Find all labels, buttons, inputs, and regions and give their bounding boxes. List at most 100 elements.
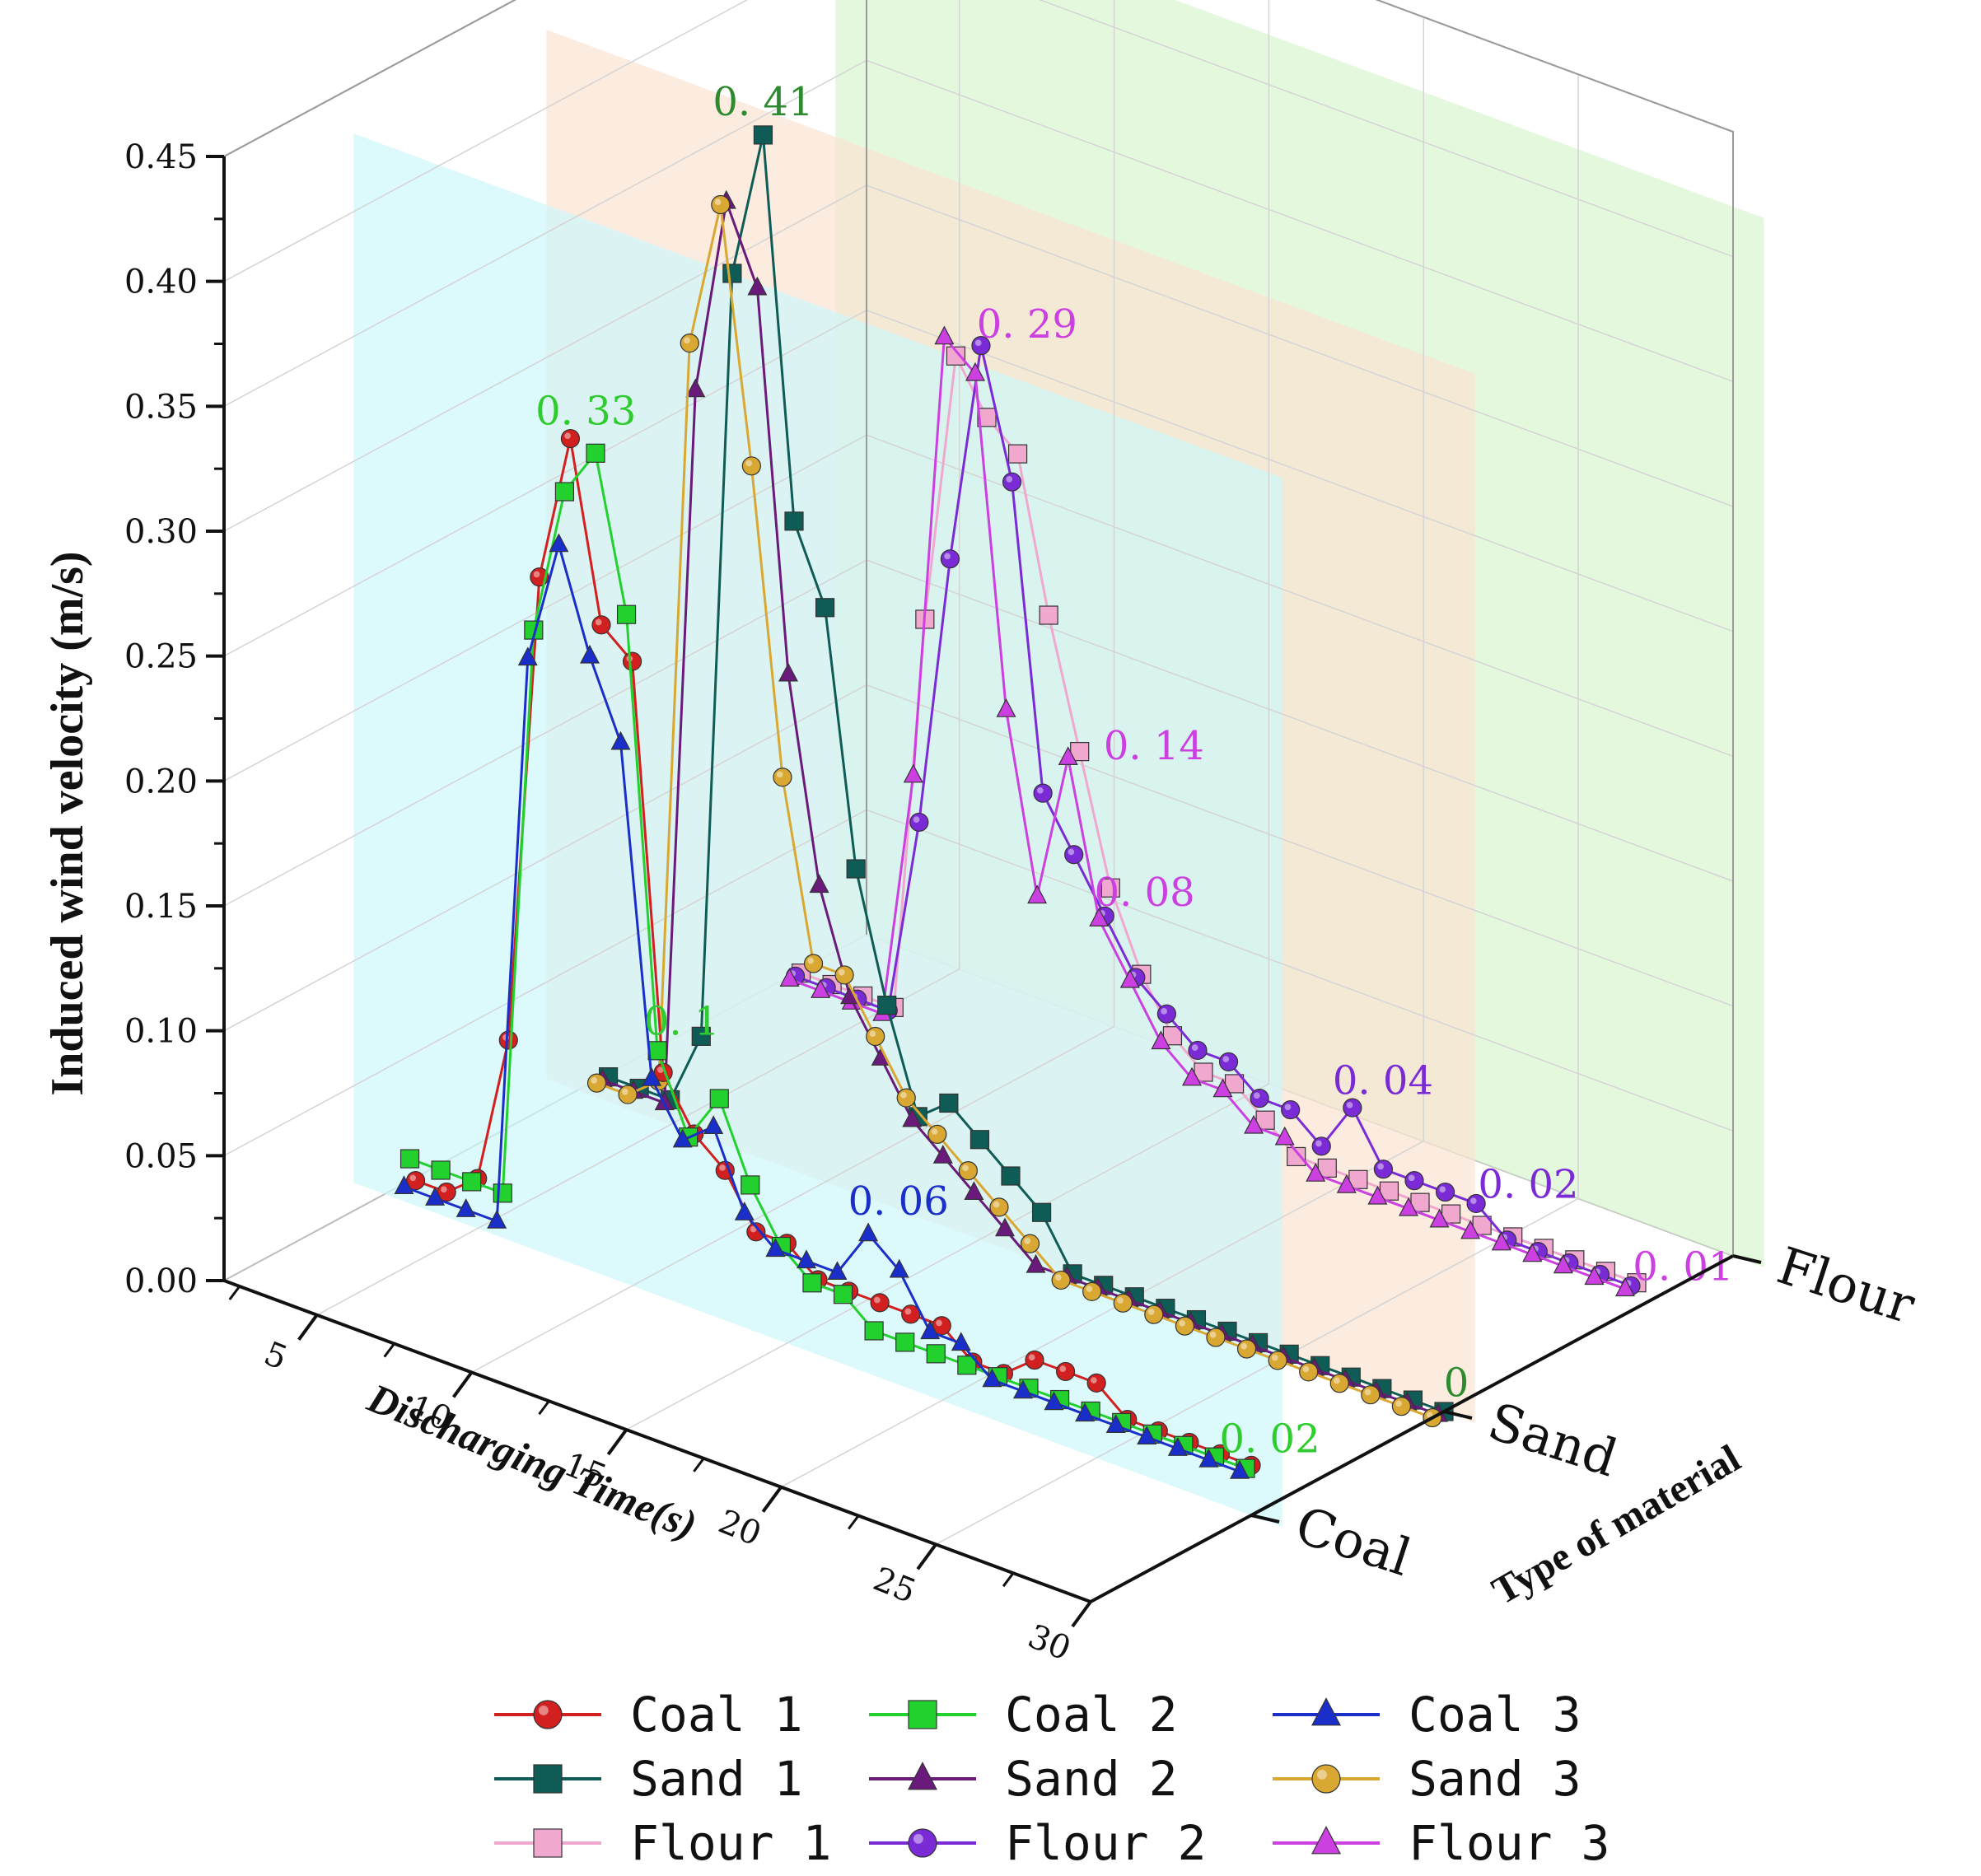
- data-point-shine: [750, 1225, 757, 1233]
- legend-item: Sand 2: [869, 1751, 1178, 1807]
- y-tick-label: 0.40: [124, 264, 198, 301]
- data-point-shine: [1059, 1365, 1067, 1372]
- data-point: [989, 1197, 1009, 1217]
- data-point: [1119, 968, 1140, 988]
- data-point: [554, 482, 575, 502]
- y-axis-title: Induced wind velocity (m/s): [42, 551, 93, 1095]
- data-point: [1218, 1052, 1239, 1071]
- annotation-label: 0. 29: [977, 301, 1077, 348]
- data-point: [1343, 1098, 1362, 1118]
- series-sand-3: [586, 194, 1442, 1428]
- legend-marker: [533, 1700, 563, 1729]
- x-minor-tick: [383, 1342, 395, 1358]
- legend-label: Coal 1: [630, 1687, 803, 1743]
- data-point-shine: [1068, 848, 1075, 856]
- data-point: [940, 549, 960, 569]
- data-point: [394, 1175, 414, 1195]
- data-point: [827, 1261, 848, 1281]
- data-point-shine: [1253, 1092, 1260, 1099]
- data-point-shine: [944, 553, 951, 560]
- data-point: [951, 1332, 971, 1351]
- data-point: [753, 125, 773, 145]
- data-point: [1329, 1374, 1349, 1393]
- legend-label: Sand 1: [630, 1751, 803, 1807]
- z-tick: [1250, 1514, 1280, 1524]
- data-point: [1311, 1136, 1331, 1156]
- x-minor-tick: [848, 1514, 860, 1530]
- legend-marker: [908, 1828, 937, 1858]
- data-point: [846, 859, 866, 879]
- data-point: [1027, 884, 1048, 904]
- data-point: [927, 1124, 947, 1144]
- data-point: [1198, 1449, 1219, 1468]
- data-point: [1020, 1234, 1040, 1253]
- data-point: [425, 1187, 446, 1206]
- data-point: [431, 1160, 451, 1180]
- data-point-shine: [900, 1091, 907, 1099]
- data-point: [1244, 1114, 1264, 1134]
- series-line: [801, 352, 1638, 1285]
- data-point-shine: [807, 957, 815, 964]
- data-point: [909, 812, 929, 833]
- data-point-shine: [1439, 1186, 1446, 1193]
- data-point-shine: [1408, 1174, 1415, 1182]
- data-point: [1399, 1197, 1418, 1216]
- data-point: [1064, 845, 1084, 865]
- data-point: [969, 1130, 990, 1150]
- data-point: [1001, 1166, 1021, 1186]
- data-point-shine: [1006, 476, 1013, 483]
- data-point: [779, 968, 800, 987]
- data-point: [1031, 1202, 1052, 1222]
- legend-marker: [1311, 1697, 1341, 1726]
- data-point: [977, 408, 997, 427]
- y-tick-label: 0.10: [124, 1013, 198, 1051]
- annotation-label: 0. 1: [644, 998, 720, 1044]
- data-point: [580, 644, 600, 664]
- data-point: [877, 996, 897, 1015]
- data-point: [1615, 1277, 1635, 1297]
- data-point-shine: [1284, 1104, 1292, 1111]
- data-point-shine: [1036, 786, 1044, 794]
- series-line: [415, 438, 1252, 1467]
- series-line: [788, 334, 1626, 1290]
- data-point: [815, 598, 835, 618]
- data-point: [926, 1344, 946, 1364]
- legend-item: Coal 2: [869, 1687, 1178, 1743]
- legend-label: Coal 3: [1409, 1687, 1582, 1743]
- z-axis-title: Type of material: [1485, 1436, 1748, 1613]
- data-point: [399, 1149, 420, 1169]
- front-box-frame: [223, 0, 1734, 1256]
- data-point: [1144, 1304, 1164, 1324]
- data-point: [746, 1222, 766, 1242]
- legend-marker: [533, 1828, 563, 1858]
- series-line: [795, 345, 1632, 1287]
- data-point: [741, 456, 761, 476]
- data-point: [896, 1088, 916, 1108]
- data-point: [517, 646, 538, 666]
- data-point-shine: [621, 1088, 628, 1095]
- y-tick-label: 0.05: [124, 1137, 198, 1175]
- data-point: [1429, 1208, 1450, 1228]
- data-point: [1522, 1243, 1543, 1262]
- data-point: [1175, 1316, 1194, 1336]
- data-point-shine: [1028, 1354, 1035, 1361]
- data-point-shine: [904, 1308, 912, 1315]
- data-point: [1188, 1040, 1208, 1061]
- legend-label: Flour 2: [1005, 1815, 1206, 1871]
- x-tick: [451, 1371, 474, 1398]
- data-point-shine: [591, 1077, 598, 1084]
- legend-item: Flour 2: [869, 1815, 1206, 1871]
- data-point-shine: [1086, 1286, 1093, 1292]
- data-point: [1281, 1099, 1301, 1120]
- data-point: [622, 651, 642, 671]
- data-point: [773, 768, 792, 787]
- data-point: [809, 874, 829, 894]
- series-line: [409, 450, 1246, 1470]
- data-point-shine: [1222, 1056, 1230, 1062]
- data-point-shine: [993, 1201, 1000, 1208]
- legend-label: Coal 2: [1005, 1687, 1178, 1743]
- data-point-shine: [1090, 1377, 1097, 1384]
- data-point: [1086, 1373, 1106, 1393]
